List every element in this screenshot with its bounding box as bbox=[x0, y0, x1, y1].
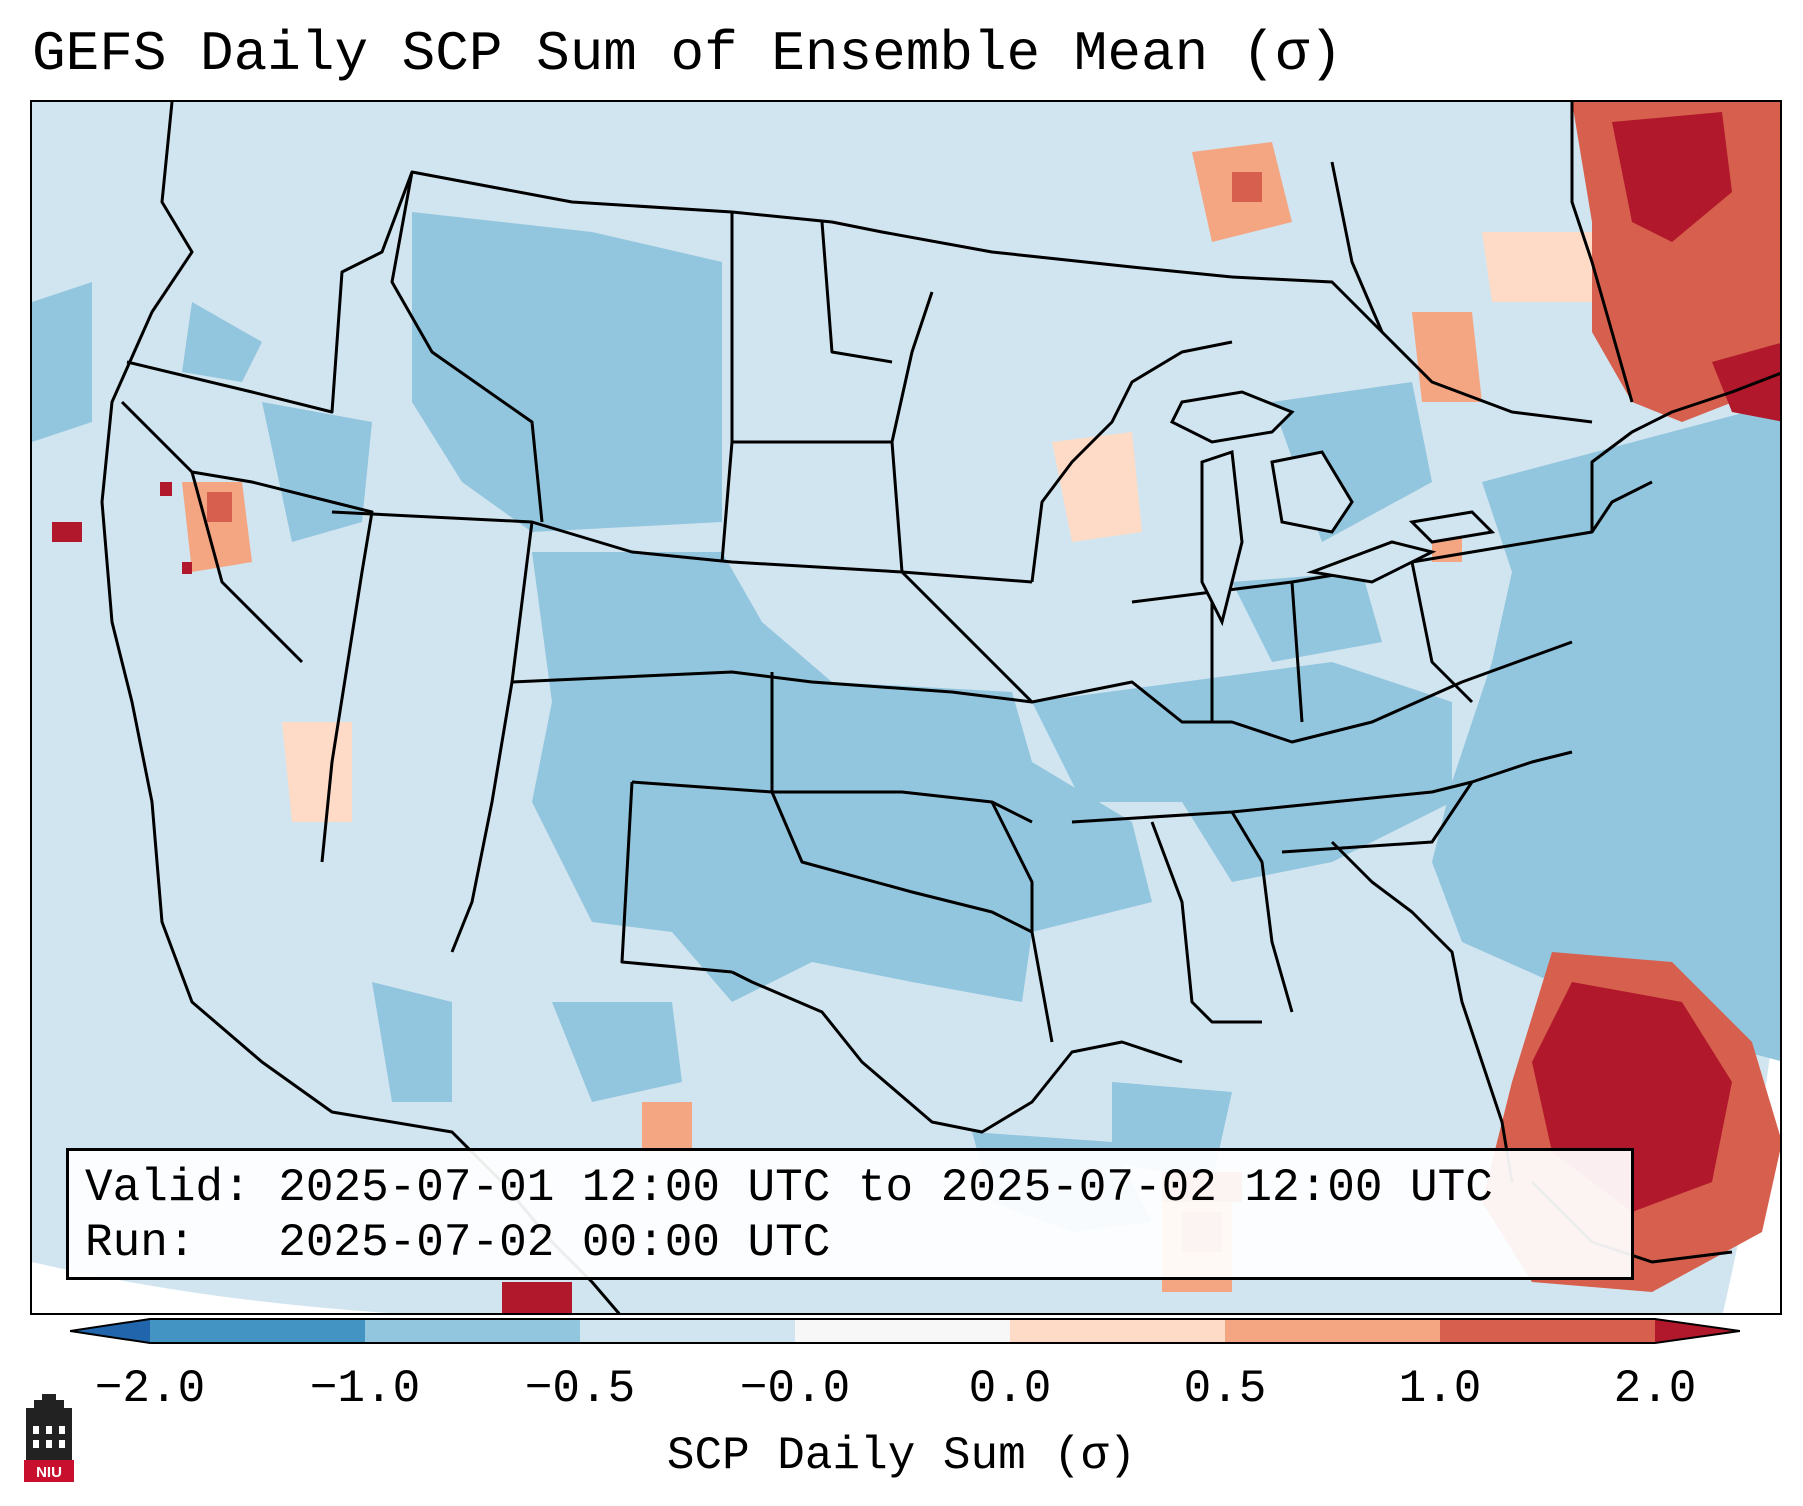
validity-info-box: Valid: 2025-07-01 12:00 UTC to 2025-07-0… bbox=[66, 1148, 1634, 1280]
colorbar-extend-high bbox=[1655, 1319, 1740, 1343]
svg-text:NIU: NIU bbox=[36, 1464, 62, 1481]
colorbar-segment-1 bbox=[150, 1319, 365, 1343]
state-boundaries bbox=[100, 102, 1780, 1313]
colorbar-outline bbox=[70, 1318, 1740, 1344]
blue-regions bbox=[32, 212, 1780, 1232]
projection-edge bbox=[32, 1262, 389, 1313]
valid-value: 2025-07-01 12:00 UTC to 2025-07-02 12:00… bbox=[278, 1162, 1493, 1214]
colorbar-tick-label: 1.0 bbox=[1398, 1363, 1482, 1415]
niu-logo: NIU bbox=[24, 1394, 74, 1482]
colorbar-tick-label: −0.0 bbox=[739, 1363, 851, 1415]
valid-row: Valid: 2025-07-01 12:00 UTC to 2025-07-0… bbox=[85, 1161, 1631, 1216]
colorbar-extend-low bbox=[70, 1319, 150, 1343]
colorbar-segment-3 bbox=[580, 1319, 795, 1343]
map-canvas bbox=[32, 102, 1780, 1313]
colorbar-segment-5 bbox=[1010, 1319, 1225, 1343]
colorbar-tick-label: −2.0 bbox=[94, 1363, 206, 1415]
colorbar-tick-label: 2.0 bbox=[1613, 1363, 1697, 1415]
colorbar-tick-label: 0.0 bbox=[968, 1363, 1052, 1415]
colorbar-label: SCP Daily Sum (σ) bbox=[666, 1430, 1137, 1482]
valid-label: Valid: bbox=[85, 1162, 251, 1214]
colorbar-segment-7 bbox=[1440, 1319, 1655, 1343]
map-title: GEFS Daily SCP Sum of Ensemble Mean (σ) bbox=[32, 22, 1343, 86]
map-panel[interactable] bbox=[30, 100, 1782, 1315]
run-value: 2025-07-02 00:00 UTC bbox=[278, 1217, 831, 1269]
colorbar-segment-6 bbox=[1225, 1319, 1440, 1343]
colorbar-tick-label: −0.5 bbox=[524, 1363, 636, 1415]
run-row: Run: 2025-07-02 00:00 UTC bbox=[85, 1216, 1631, 1271]
projection-edge-right bbox=[1722, 973, 1780, 1313]
colorbar bbox=[70, 1318, 1740, 1344]
great-lakes bbox=[1169, 390, 1496, 627]
run-label: Run: bbox=[85, 1217, 196, 1269]
colorbar-tick-label: 0.5 bbox=[1183, 1363, 1267, 1415]
colorbar-segment-2 bbox=[365, 1319, 580, 1343]
colorbar-segment-4 bbox=[795, 1319, 1010, 1343]
colorbar-tick-label: −1.0 bbox=[309, 1363, 421, 1415]
